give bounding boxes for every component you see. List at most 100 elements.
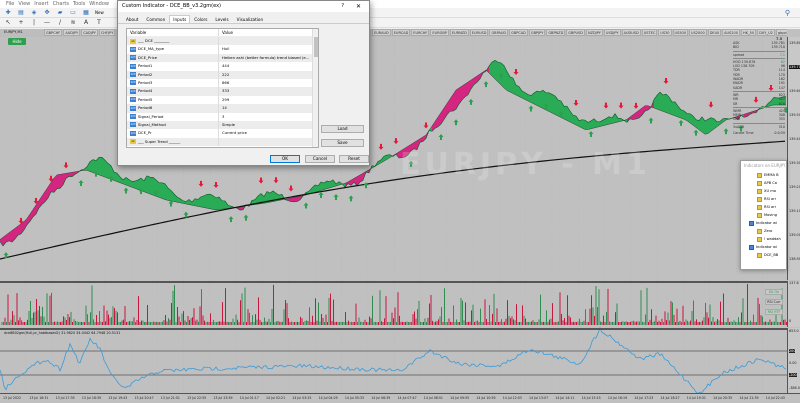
tree-item[interactable]: Moving	[741, 211, 786, 219]
tree-item[interactable]: Zero	[741, 227, 786, 235]
trendline-icon[interactable]: /	[58, 19, 62, 26]
market-watch-icon[interactable]: ◈	[31, 9, 37, 16]
symbol-tab[interactable]: USDJPY	[603, 29, 621, 36]
table-row[interactable]: ab ___ Super Trend ______	[127, 137, 318, 147]
volume-toggle-button[interactable]: RSI Curr	[765, 299, 783, 305]
close-button[interactable]: ✕	[355, 3, 361, 10]
tree-item[interactable]: APB Ca	[741, 179, 786, 187]
symbol-tab[interactable]: GBPJPY	[528, 29, 546, 36]
crosshair-icon[interactable]: +	[18, 19, 24, 26]
symbol-tab[interactable]: GBPUSD	[566, 29, 585, 36]
symbol-tab[interactable]: EURCAD	[391, 29, 411, 36]
price-scale[interactable]: 139.80 139.71 139.60 139.50 139.40 139.30 139.…	[787, 37, 800, 280]
symbol-tab[interactable]: DE40	[707, 29, 722, 36]
new-chart-icon[interactable]: ✚	[5, 9, 11, 16]
symbol-tab[interactable]: US500	[672, 29, 689, 36]
menu-item-file[interactable]: File	[6, 1, 15, 7]
value-cell[interactable]	[219, 37, 312, 45]
value-cell[interactable]: Heiken ashi (better formula) trend biase…	[222, 54, 310, 60]
hide-button[interactable]: Hide	[8, 38, 26, 45]
text-icon[interactable]: A	[83, 19, 89, 26]
reset-button[interactable]: Reset	[339, 155, 369, 163]
tab-colors[interactable]: Colors	[194, 17, 208, 22]
label-icon[interactable]: T	[97, 19, 101, 26]
tree-item[interactable]: RSI arr	[741, 195, 786, 203]
table-row[interactable]: 123 Period6 14	[127, 104, 318, 113]
symbol-tab[interactable]: DXY_U2	[757, 29, 775, 36]
table-row[interactable]: 123 DCE_Price Heiken ashi (better formula)…	[127, 53, 318, 63]
channel-icon[interactable]: ≋	[70, 19, 76, 26]
table-row[interactable]: 123 Period4 333	[127, 87, 318, 96]
load-button[interactable]: Load	[321, 125, 364, 133]
symbol-tab[interactable]: AUDUSD	[621, 29, 641, 36]
tab-common[interactable]: Common	[146, 17, 166, 22]
symbol-tab[interactable]: CHFJPY	[98, 29, 116, 36]
symbol-tab[interactable]: US2000	[689, 29, 707, 36]
menu-item-insert[interactable]: Insert	[34, 1, 49, 7]
tester-icon[interactable]: ▦	[83, 9, 89, 16]
menu-item-view[interactable]: View	[18, 1, 31, 7]
menu-item-tools[interactable]: Tools	[72, 1, 86, 7]
value-cell[interactable]: Hull	[222, 46, 230, 52]
help-button[interactable]: ?	[341, 3, 344, 9]
table-row[interactable]: 123 DCE_MA_type Hull	[127, 45, 318, 54]
search-icon[interactable]: ⚲	[784, 9, 790, 17]
ok-button[interactable]: OK	[270, 155, 300, 163]
symbol-tab[interactable]: HK_50	[740, 29, 757, 36]
symbol-tab[interactable]: USTEC	[641, 29, 658, 36]
volume-toggle-button[interactable]: RSI HTF	[765, 309, 783, 315]
profiles-icon[interactable]: ▤	[18, 9, 24, 16]
symbol-tab[interactable]: GBPCAD	[509, 29, 528, 36]
symbol-tab[interactable]: gbpchf	[775, 29, 787, 36]
value-cell[interactable]: Current price	[222, 130, 247, 136]
tree-item[interactable]: Indicator wi	[741, 243, 786, 251]
symbol-tab[interactable]: EURUSD	[469, 29, 489, 36]
value-cell[interactable]: 14	[222, 105, 227, 111]
symbol-tab[interactable]: EURNZD	[449, 29, 469, 36]
terminal-icon[interactable]: ▭	[70, 9, 76, 16]
value-cell[interactable]: 299	[222, 96, 230, 102]
symbol-tab[interactable]: GBPNZD	[546, 29, 566, 36]
tab-visualization[interactable]: Visualization	[236, 17, 264, 22]
symbol-tab[interactable]: NZDJPY	[585, 29, 603, 36]
table-row[interactable]: 123 Signal_Period 3	[127, 112, 318, 121]
table-scrollbar[interactable]	[312, 29, 318, 147]
cursor-icon[interactable]: ↖	[5, 19, 11, 26]
value-cell[interactable]: 3	[222, 113, 225, 119]
table-row[interactable]: 123 Period1 444	[127, 62, 318, 71]
save-button[interactable]: Save	[321, 139, 364, 147]
tree-item[interactable]: Indicator wi	[741, 219, 786, 227]
table-row[interactable]: 123 DCE_Pr Current price	[127, 129, 318, 138]
value-cell[interactable]: Simple	[222, 121, 235, 127]
value-cell[interactable]	[219, 138, 312, 146]
symbol-tab[interactable]: GBPAUD	[489, 29, 509, 36]
tree-item[interactable]: EMMA B	[741, 171, 786, 179]
cancel-button[interactable]: Cancel	[305, 155, 335, 163]
table-row[interactable]: 123 Period2 222	[127, 70, 318, 79]
tree-item[interactable]: ! waddah	[741, 235, 786, 243]
symbol-tab[interactable]: EURCHF	[411, 29, 430, 36]
tree-item[interactable]: DCE_BB	[741, 251, 786, 259]
symbol-tab[interactable]: EURGBP	[430, 29, 449, 36]
table-row[interactable]: 123 Period3 666	[127, 78, 318, 88]
folder-icon[interactable]: ▰	[57, 9, 63, 16]
value-cell[interactable]: 222	[222, 71, 230, 77]
tree-item[interactable]: RSI arr	[741, 203, 786, 211]
new-order-button[interactable]: New	[95, 10, 104, 15]
menu-item-window[interactable]: Window	[89, 1, 109, 7]
vertical-line-icon[interactable]: |	[32, 19, 36, 26]
table-row[interactable]: 123 Period5 299	[127, 95, 318, 105]
table-row[interactable]: ab ___ DCE ________	[127, 37, 318, 46]
symbol-tab[interactable]: GBPCHF	[44, 29, 63, 36]
symbol-tab[interactable]: US30	[658, 29, 672, 36]
navigator-icon[interactable]: ✥	[44, 9, 50, 16]
symbol-tab[interactable]: CADJPY	[81, 29, 98, 36]
tab-about[interactable]: About	[126, 17, 139, 22]
tab-inputs[interactable]: Inputs	[169, 15, 191, 23]
table-row[interactable]: 123 Signal_Method Simple	[127, 120, 318, 130]
symbol-tab[interactable]: AUS200	[722, 29, 740, 36]
symbol-tab[interactable]: AUDJPY	[63, 29, 81, 36]
volume-toggle-button[interactable]: XU On	[765, 289, 783, 295]
menu-item-charts[interactable]: Charts	[52, 1, 69, 7]
value-cell[interactable]: 666	[222, 79, 230, 85]
